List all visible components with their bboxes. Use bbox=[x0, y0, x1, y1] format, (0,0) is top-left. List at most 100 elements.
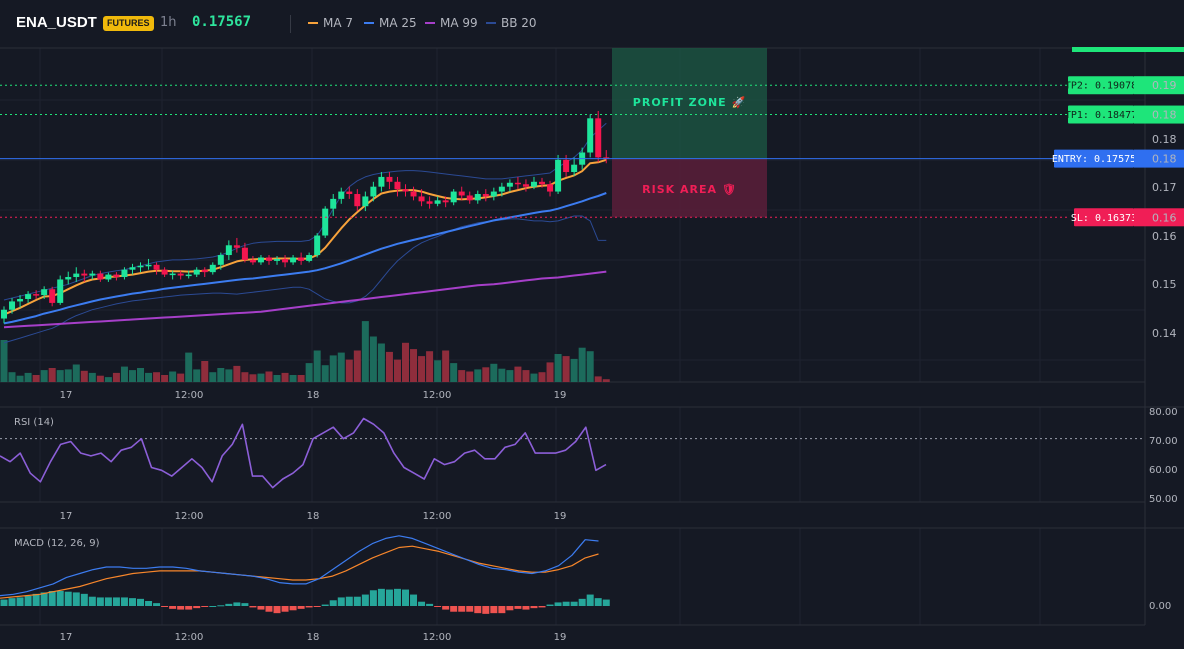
macd-histogram-bar bbox=[0, 599, 8, 606]
volume-bar bbox=[458, 370, 466, 382]
volume-bar bbox=[426, 351, 434, 382]
timeframe-label[interactable]: 1h bbox=[160, 15, 177, 30]
volume-bar bbox=[16, 375, 24, 382]
price-axis: 0.18 0.17 0.16 0.15 0.14 bbox=[1152, 133, 1177, 340]
macd-title: MACD (12, 26, 9) bbox=[14, 538, 100, 549]
candle-body bbox=[298, 257, 305, 261]
volume-bar bbox=[506, 370, 514, 382]
volume-bar bbox=[217, 368, 225, 382]
time-tick-label: 12:00 bbox=[175, 390, 204, 401]
macd-histogram-bar bbox=[458, 606, 466, 612]
macd-histogram-bar bbox=[104, 597, 112, 606]
header-divider bbox=[290, 15, 291, 33]
legend-ma25[interactable]: MA 25 bbox=[364, 16, 417, 30]
macd-histogram-bar bbox=[329, 600, 337, 606]
candle-body bbox=[129, 267, 136, 270]
volume-bar bbox=[361, 321, 369, 382]
legend-ma99[interactable]: MA 99 bbox=[425, 16, 478, 30]
macd-histogram-bar bbox=[345, 596, 353, 606]
macd-histogram-bar bbox=[434, 606, 442, 607]
macd-histogram-bar bbox=[161, 606, 169, 607]
rsi-tick-label: 70.00 bbox=[1149, 436, 1178, 447]
candle-body bbox=[418, 196, 425, 202]
candle-body bbox=[65, 277, 72, 280]
macd-histogram-bar bbox=[522, 606, 530, 610]
volume-bar bbox=[546, 362, 554, 382]
candle-body bbox=[410, 191, 417, 197]
macd-histogram-bar bbox=[426, 603, 434, 606]
rsi-tick-label: 60.00 bbox=[1149, 465, 1178, 476]
macd-histogram-bar bbox=[337, 597, 345, 606]
volume-bar bbox=[522, 370, 530, 382]
candle-body bbox=[314, 235, 321, 256]
price-tick-label: 0.18 bbox=[1152, 133, 1177, 146]
candle-body bbox=[25, 294, 32, 299]
macd-histogram-bar bbox=[233, 602, 241, 606]
indicator-layer bbox=[3, 122, 607, 344]
legend-ma25-label: MA 25 bbox=[379, 16, 417, 30]
candle-body bbox=[49, 289, 56, 303]
bb-upper-line bbox=[3, 122, 607, 301]
time-tick-label: 17 bbox=[60, 632, 73, 643]
macd-histogram-bar bbox=[474, 606, 482, 614]
volume-bar bbox=[161, 375, 169, 382]
candle-body bbox=[241, 247, 248, 260]
tp2-tag bbox=[1068, 76, 1134, 95]
legend-ma7[interactable]: MA 7 bbox=[308, 16, 353, 30]
symbol-name[interactable]: ENA_USDT bbox=[16, 14, 97, 31]
risk-zone bbox=[612, 158, 767, 218]
rsi-tick-label: 80.00 bbox=[1149, 407, 1178, 418]
candle-body bbox=[177, 273, 184, 276]
macd-histogram-bar bbox=[498, 606, 506, 614]
volume-bar bbox=[321, 365, 329, 382]
ma99-line bbox=[3, 270, 607, 329]
volume-bar bbox=[586, 351, 594, 382]
volume-bar bbox=[530, 373, 538, 382]
volume-bar bbox=[466, 371, 474, 382]
volume-bar bbox=[418, 356, 426, 382]
macd-histogram-bar bbox=[490, 606, 498, 614]
candle-body bbox=[506, 182, 513, 187]
tp2-tag-label: TP2: 0.19078 bbox=[1065, 81, 1137, 92]
candle-body bbox=[370, 186, 377, 197]
candle-body bbox=[257, 257, 264, 263]
candle-body bbox=[306, 255, 313, 261]
legend-ma7-label: MA 7 bbox=[323, 16, 354, 30]
macd-histogram-bar bbox=[80, 593, 88, 606]
tp1-tag-label: TP1: 0.18477 bbox=[1065, 110, 1137, 121]
volume-bar bbox=[40, 370, 48, 382]
volume-bar bbox=[297, 375, 305, 382]
macd-histogram-bar bbox=[538, 606, 546, 608]
candle-body bbox=[137, 265, 144, 268]
legend-bb20[interactable]: BB 20 bbox=[486, 16, 537, 30]
macd-histogram-bar bbox=[112, 597, 120, 606]
candle-body bbox=[563, 159, 570, 173]
volume-bar bbox=[289, 375, 297, 382]
time-tick-label: 19 bbox=[554, 511, 567, 522]
volume-bar bbox=[80, 370, 88, 382]
ma7-line bbox=[3, 158, 607, 316]
macd-histogram-bar bbox=[562, 601, 570, 606]
macd-histogram-bar bbox=[24, 595, 32, 606]
macd-histogram-bar bbox=[48, 590, 56, 606]
volume-bar bbox=[209, 372, 217, 382]
time-axis: 17 12:00 18 12:00 19 17 12:00 18 12:00 19 17 12:00 1… bbox=[60, 390, 567, 643]
candle-body bbox=[539, 181, 546, 185]
macd-histogram-bar bbox=[321, 604, 329, 606]
entry-axis-value: 0.18 bbox=[1152, 153, 1177, 166]
macd-histogram-bar bbox=[257, 606, 265, 610]
macd-histogram-bar bbox=[506, 606, 514, 611]
time-tick-label: 18 bbox=[307, 390, 320, 401]
macd-histogram-bar bbox=[410, 594, 418, 606]
volume-bar bbox=[482, 367, 490, 382]
macd-histogram-bar bbox=[369, 590, 377, 606]
volume-bar bbox=[490, 363, 498, 382]
macd-histogram-bar bbox=[273, 606, 281, 614]
macd-histogram-bar bbox=[514, 606, 522, 609]
macd-histogram-bar bbox=[466, 606, 474, 612]
tp2-axis-value: 0.19 bbox=[1152, 79, 1177, 92]
volume-bar bbox=[153, 372, 161, 382]
volume-bar bbox=[88, 372, 96, 382]
macd-histogram-bar bbox=[177, 606, 185, 610]
